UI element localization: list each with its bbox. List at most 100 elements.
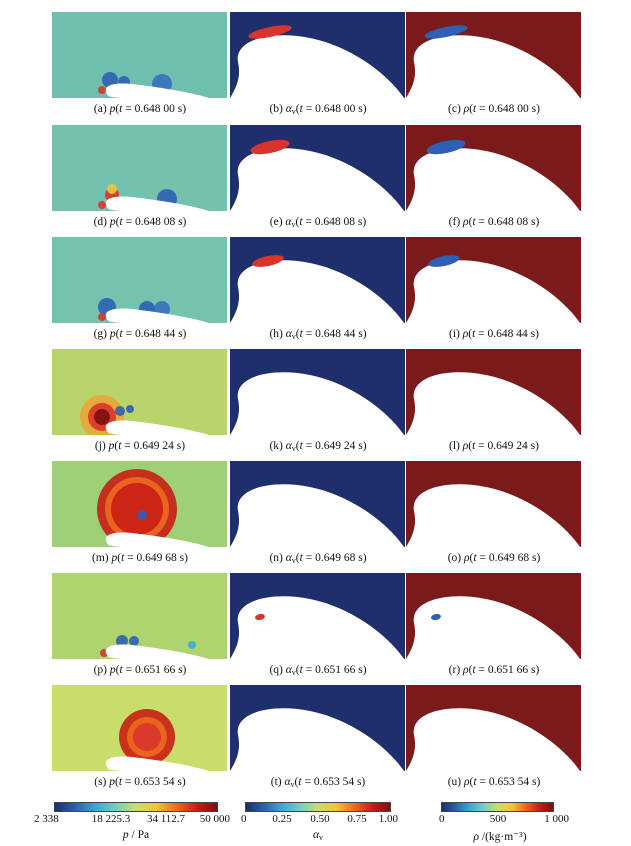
caption-symbol: α <box>285 328 292 340</box>
panel-time: 0.648 00 s <box>134 103 183 115</box>
caption-symbol: ρ <box>462 328 469 340</box>
density-label-unit: /(kg·m⁻³) <box>479 831 527 843</box>
caption-symbol: ρ <box>464 552 470 564</box>
rho-panel-caption: (f) ρ(t = 0.648 08 s) <box>448 216 540 228</box>
caption-equals: = <box>475 216 488 228</box>
caption-symbol: p <box>109 216 116 228</box>
rho-contour-plot <box>406 12 581 98</box>
pressure-colorbar <box>54 802 218 812</box>
panel-letter: (q) <box>269 664 283 676</box>
density-colorbar-label: ρ /(kg·m⁻³) <box>400 829 600 843</box>
density-tick: 500 <box>489 813 507 825</box>
pressure-tick: 2 338 <box>34 813 59 825</box>
av-contour-plot <box>230 573 405 659</box>
p-contour-plot <box>52 12 227 98</box>
pressure-label-symbol: p <box>122 829 129 841</box>
av-panel-caption: (k) αv(t = 0.649 24 s) <box>269 440 367 453</box>
panel-letter: (f) <box>448 216 461 228</box>
av-panel-caption: (b) αv(t = 0.648 00 s) <box>269 103 367 116</box>
caption-symbol: ρ <box>463 664 469 676</box>
rho-panel-caption: (r) ρ(t = 0.651 66 s) <box>448 664 540 676</box>
panel-letter: (s) <box>94 776 107 788</box>
av-panel-caption: (t) αv(t = 0.653 54 s) <box>270 776 366 789</box>
panel-letter: (m) <box>92 552 109 564</box>
caption-symbol: p <box>109 776 115 788</box>
caption-equals: = <box>475 664 488 676</box>
caption-equals: = <box>301 776 314 788</box>
av-contour-plot <box>230 349 405 435</box>
p-panel-caption: (a) p(t = 0.648 00 s) <box>93 103 187 115</box>
rho-panel-caption: (l) ρ(t = 0.649 24 s) <box>448 440 539 452</box>
panel-time: 0.649 68 s <box>488 552 537 564</box>
pressure-colorbar-label: p / Pa <box>36 829 236 841</box>
caption-equals: = <box>476 776 489 788</box>
caption-symbol: α <box>285 664 292 676</box>
p-contour-panel <box>52 349 227 435</box>
caption-subscript: v <box>291 668 296 677</box>
caption-t-symbol: t <box>119 664 123 676</box>
caption-equals: = <box>302 664 316 676</box>
caption-t-symbol: t <box>472 216 476 228</box>
rho-contour-panel <box>406 125 581 211</box>
panel-time: 0.653 54 s <box>134 776 182 788</box>
av-panel-caption: (n) αv(t = 0.649 68 s) <box>269 552 367 565</box>
vapor-fraction-tick: 0.75 <box>347 813 367 825</box>
av-panel-caption: (h) αv(t = 0.648 44 s) <box>269 328 367 341</box>
p-contour-plot <box>52 685 227 771</box>
caption-t-symbol: t <box>121 552 125 564</box>
panel-time: 0.648 44 s <box>487 328 536 340</box>
pressure-tick: 34 112.7 <box>146 813 186 825</box>
rho-contour-panel <box>406 237 581 323</box>
caption-t-symbol: t <box>472 664 476 676</box>
caption-t-symbol: t <box>472 328 476 340</box>
panel-time: 0.648 00 s <box>315 103 363 115</box>
rho-contour-plot <box>406 349 581 435</box>
p-contour-panel <box>52 125 227 211</box>
caption-equals: = <box>124 552 137 564</box>
panel-letter: (r) <box>448 664 461 676</box>
vapor-label-symbol: α <box>312 829 320 841</box>
av-contour-panel <box>230 685 405 771</box>
caption-t-symbol: t <box>118 440 122 452</box>
density-tick: 0 <box>439 813 445 825</box>
vapor-fraction-colorbar <box>245 802 391 812</box>
panel-letter: (k) <box>269 440 283 452</box>
caption-t-symbol: t <box>298 776 302 788</box>
caption-equals: = <box>475 440 488 452</box>
av-contour-plot <box>230 461 405 547</box>
av-contour-plot <box>230 237 405 323</box>
caption-t-symbol: t <box>473 776 477 788</box>
p-panel-caption: (p) p(t = 0.651 66 s) <box>93 664 187 676</box>
caption-equals: = <box>302 552 316 564</box>
panel-time: 0.648 00 s <box>488 103 537 115</box>
caption-t-symbol: t <box>472 440 476 452</box>
caption-equals: = <box>122 216 135 228</box>
caption-equals: = <box>302 216 315 228</box>
caption-symbol: p <box>111 552 118 564</box>
pressure-label-unit: / Pa <box>128 829 150 841</box>
caption-equals: = <box>122 776 135 788</box>
av-contour-panel <box>230 461 405 547</box>
pressure-tick: 18 225.3 <box>91 813 131 825</box>
rho-contour-plot <box>406 685 581 771</box>
av-contour-panel <box>230 237 405 323</box>
caption-symbol: ρ <box>464 776 470 788</box>
caption-equals: = <box>122 664 135 676</box>
caption-subscript: v <box>291 220 296 229</box>
panel-letter: (o) <box>447 552 462 564</box>
figure-panels: (a) p(t = 0.648 00 s) (b) αv(t = 0.648 00… <box>52 12 581 789</box>
vapor-fraction-tick: 0.50 <box>310 813 330 825</box>
p-contour-panel <box>52 237 227 323</box>
rho-contour-plot <box>406 125 581 211</box>
caption-t-symbol: t <box>119 216 123 228</box>
p-contour-plot <box>52 573 227 659</box>
caption-t-symbol: t <box>119 328 123 340</box>
panel-time: 0.651 66 s <box>487 664 536 676</box>
caption-symbol: α <box>284 776 291 788</box>
panel-letter: (c) <box>448 103 461 115</box>
av-contour-plot <box>230 12 405 98</box>
vapor-fraction-tick: 1.00 <box>378 813 398 825</box>
p-panel-caption: (g) p(t = 0.648 44 s) <box>93 328 187 340</box>
panel-time: 0.649 24 s <box>315 440 363 452</box>
av-contour-panel <box>230 12 405 98</box>
